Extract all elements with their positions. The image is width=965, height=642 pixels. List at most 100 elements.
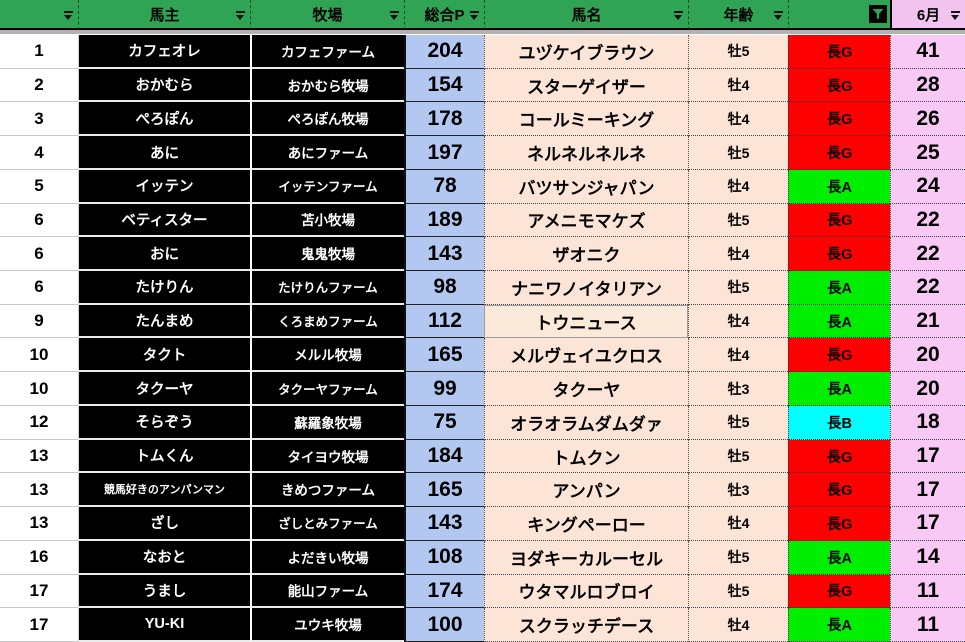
farm-cell[interactable]: よだきい牧場 <box>250 540 404 575</box>
points-cell[interactable]: 75 <box>404 405 484 440</box>
points-cell[interactable]: 99 <box>404 372 484 406</box>
filter-dropdown-icon[interactable] <box>673 10 684 21</box>
owner-cell[interactable]: おかむら <box>78 68 250 103</box>
status-cell[interactable]: 長A <box>788 540 890 575</box>
age-cell[interactable]: 牡4 <box>688 102 788 137</box>
status-cell[interactable]: 長G <box>788 507 890 541</box>
status-cell[interactable]: 長G <box>788 203 890 238</box>
owner-cell[interactable]: タクト <box>78 338 250 373</box>
farm-cell[interactable]: たけりんファーム <box>250 271 404 305</box>
points-cell[interactable]: 165 <box>404 338 484 373</box>
month-points-cell[interactable]: 22 <box>890 203 965 238</box>
owner-cell[interactable]: イッテン <box>78 169 250 204</box>
owner-cell[interactable]: おに <box>78 237 250 272</box>
status-cell[interactable]: 長G <box>788 35 890 69</box>
horse-name-cell[interactable]: スターゲイザー <box>484 68 688 103</box>
age-cell[interactable]: 牡4 <box>688 68 788 103</box>
rank-cell[interactable]: 1 <box>0 35 78 69</box>
points-cell[interactable]: 184 <box>404 439 484 474</box>
column-header-rank[interactable] <box>0 0 78 30</box>
rank-cell[interactable]: 10 <box>0 372 78 406</box>
horse-name-cell[interactable]: バツサンジャパン <box>484 169 688 204</box>
age-cell[interactable]: 牡5 <box>688 271 788 305</box>
age-cell[interactable]: 牡5 <box>688 574 788 609</box>
age-cell[interactable]: 牡4 <box>688 237 788 272</box>
age-cell[interactable]: 牡4 <box>688 608 788 642</box>
status-cell[interactable]: 長A <box>788 372 890 406</box>
points-cell[interactable]: 143 <box>404 507 484 541</box>
points-cell[interactable]: 154 <box>404 68 484 103</box>
farm-cell[interactable]: イッテンファーム <box>250 169 404 204</box>
horse-name-cell[interactable]: ネルネルネルネ <box>484 136 688 170</box>
age-cell[interactable]: 牡5 <box>688 439 788 474</box>
points-cell[interactable]: 143 <box>404 237 484 272</box>
rank-cell[interactable]: 6 <box>0 237 78 272</box>
month-points-cell[interactable]: 22 <box>890 271 965 305</box>
month-points-cell[interactable]: 17 <box>890 507 965 541</box>
month-points-cell[interactable]: 28 <box>890 68 965 103</box>
month-points-cell[interactable]: 14 <box>890 540 965 575</box>
column-header-points[interactable]: 総合P <box>404 0 484 30</box>
farm-cell[interactable]: 鬼鬼牧場 <box>250 237 404 272</box>
owner-cell[interactable]: うまし <box>78 574 250 609</box>
month-points-cell[interactable]: 17 <box>890 439 965 474</box>
owner-cell[interactable]: たんまめ <box>78 304 250 339</box>
rank-cell[interactable]: 2 <box>0 68 78 103</box>
status-cell[interactable]: 長G <box>788 439 890 474</box>
points-cell[interactable]: 98 <box>404 271 484 305</box>
owner-cell[interactable]: ざし <box>78 507 250 541</box>
horse-name-cell[interactable]: トムクン <box>484 439 688 474</box>
status-cell[interactable]: 長A <box>788 608 890 642</box>
status-cell[interactable]: 長B <box>788 405 890 440</box>
farm-cell[interactable]: 蘇羅象牧場 <box>250 405 404 440</box>
points-cell[interactable]: 165 <box>404 473 484 508</box>
filter-dropdown-icon[interactable] <box>389 10 400 21</box>
owner-cell[interactable]: トムくん <box>78 439 250 474</box>
rank-cell[interactable]: 10 <box>0 338 78 373</box>
age-cell[interactable]: 牡5 <box>688 35 788 69</box>
rank-cell[interactable]: 13 <box>0 507 78 541</box>
filter-funnel-icon[interactable] <box>869 5 887 23</box>
rank-cell[interactable]: 9 <box>0 304 78 339</box>
month-points-cell[interactable]: 20 <box>890 372 965 406</box>
age-cell[interactable]: 牡4 <box>688 507 788 541</box>
rank-cell[interactable]: 6 <box>0 271 78 305</box>
age-cell[interactable]: 牡3 <box>688 473 788 508</box>
owner-cell[interactable]: そらぞう <box>78 405 250 440</box>
status-cell[interactable]: 長G <box>788 574 890 609</box>
horse-name-cell[interactable]: オラオラムダムダァ <box>484 405 688 440</box>
month-points-cell[interactable]: 18 <box>890 405 965 440</box>
points-cell[interactable]: 189 <box>404 203 484 238</box>
farm-cell[interactable]: 苫小牧場 <box>250 203 404 238</box>
month-points-cell[interactable]: 11 <box>890 574 965 609</box>
month-points-cell[interactable]: 41 <box>890 35 965 69</box>
farm-cell[interactable]: きめつファーム <box>250 473 404 508</box>
status-cell[interactable]: 長G <box>788 237 890 272</box>
rank-cell[interactable]: 4 <box>0 136 78 170</box>
horse-name-cell[interactable]: ユヅケイブラウン <box>484 35 688 69</box>
age-cell[interactable]: 牡5 <box>688 540 788 575</box>
farm-cell[interactable]: ユウキ牧場 <box>250 608 404 642</box>
farm-cell[interactable]: ざしとみファーム <box>250 507 404 541</box>
owner-cell[interactable]: ぺろぽん <box>78 102 250 137</box>
owner-cell[interactable]: カフェオレ <box>78 35 250 69</box>
month-points-cell[interactable]: 11 <box>890 608 965 642</box>
points-cell[interactable]: 108 <box>404 540 484 575</box>
farm-cell[interactable]: タクーヤファーム <box>250 372 404 406</box>
month-points-cell[interactable]: 22 <box>890 237 965 272</box>
owner-cell[interactable]: あに <box>78 136 250 170</box>
points-cell[interactable]: 178 <box>404 102 484 137</box>
rank-cell[interactable]: 13 <box>0 473 78 508</box>
points-cell[interactable]: 78 <box>404 169 484 204</box>
filter-dropdown-icon[interactable] <box>235 10 246 21</box>
age-cell[interactable]: 牡4 <box>688 304 788 339</box>
farm-cell[interactable]: カフェファーム <box>250 35 404 69</box>
points-cell[interactable]: 112 <box>404 304 484 339</box>
status-cell[interactable]: 長G <box>788 338 890 373</box>
horse-name-cell[interactable]: アメニモマケズ <box>484 203 688 238</box>
month-points-cell[interactable]: 25 <box>890 136 965 170</box>
owner-cell[interactable]: ベティスター <box>78 203 250 238</box>
age-cell[interactable]: 牡4 <box>688 169 788 204</box>
status-cell[interactable]: 長G <box>788 136 890 170</box>
month-points-cell[interactable]: 20 <box>890 338 965 373</box>
